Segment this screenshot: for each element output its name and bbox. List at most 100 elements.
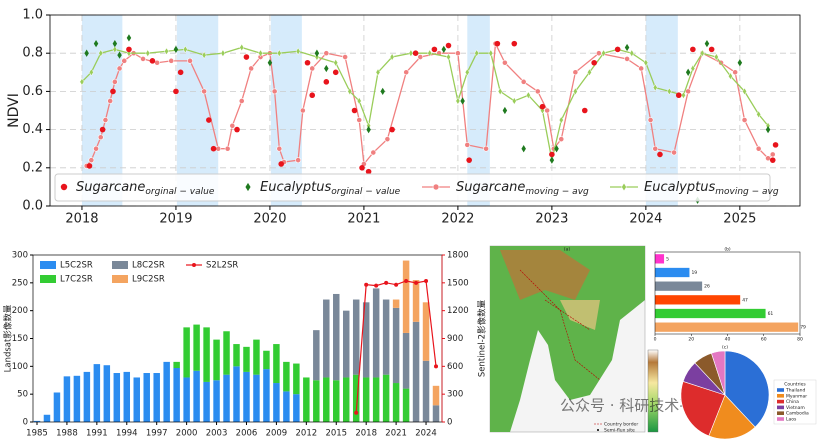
y2-axis-label: Sentinel-2影像数量: [477, 299, 488, 377]
bar-segment: [372, 377, 380, 422]
marker: [84, 49, 89, 57]
marker: [370, 149, 377, 156]
marker: [454, 50, 461, 57]
legend-label: Laos: [786, 417, 797, 423]
y-tick-label: 0.4: [22, 122, 43, 137]
legend-name: Sugarcane: [76, 180, 145, 195]
legend-label: L9C2SR: [132, 275, 165, 285]
bar-segment: [123, 371, 131, 422]
legend-marker: [192, 263, 196, 267]
bar: [655, 281, 703, 291]
marker: [248, 65, 255, 72]
marker: [647, 117, 654, 123]
marker: [652, 145, 659, 152]
legend-swatch: [777, 394, 784, 398]
bar-segment: [253, 374, 260, 422]
marker: [549, 156, 555, 164]
marker: [501, 59, 508, 66]
marker: [488, 49, 494, 58]
x-tick-label: 2015: [325, 429, 347, 439]
y2-tick-label: 300: [447, 390, 463, 400]
y2-tick-label: 900: [447, 334, 463, 344]
marker: [675, 92, 682, 99]
marker: [464, 141, 471, 148]
bar-segment: [283, 391, 290, 422]
marker: [278, 161, 285, 167]
legend-label: China: [786, 399, 799, 405]
marker: [671, 149, 677, 156]
marker: [629, 49, 635, 58]
marker: [276, 49, 282, 58]
marker: [359, 165, 365, 171]
marker: [446, 53, 451, 61]
x-tick-label: 2009: [266, 429, 288, 439]
marker: [558, 136, 565, 143]
map-panel: (a) Country border Semi-flux site: [489, 245, 659, 434]
bar-segment: [422, 302, 430, 361]
legend-label: Sugarcanemoving − avg: [456, 180, 589, 197]
marker: [685, 88, 692, 95]
marker: [704, 40, 710, 48]
bar-segment: [412, 321, 420, 422]
marker: [112, 45, 118, 54]
y-tick-label: 50: [17, 390, 28, 400]
marker: [173, 45, 179, 54]
marker: [526, 91, 531, 100]
bar-segment: [193, 370, 200, 422]
marker: [384, 280, 389, 285]
bar-segment: [213, 339, 220, 381]
x-tick-label: 2018: [65, 212, 98, 227]
marker: [554, 145, 559, 153]
y-tick-label: 250: [12, 278, 28, 288]
bar-segment: [432, 405, 440, 422]
bar-segment: [223, 374, 230, 422]
marker: [690, 64, 696, 73]
marker: [309, 92, 316, 99]
marker: [434, 364, 439, 369]
bar-segment: [243, 371, 250, 422]
map-title: (a): [564, 247, 571, 253]
marker: [79, 77, 85, 86]
marker: [699, 49, 705, 58]
bar-segment: [43, 414, 51, 422]
bar-segment: [362, 377, 370, 422]
legend-name: Sugarcane: [456, 180, 525, 195]
marker: [168, 57, 175, 64]
value-label: 5: [666, 256, 669, 262]
legend-subscript: orginal − value: [145, 187, 214, 197]
bar-segment: [293, 363, 300, 395]
bar-segment: [313, 330, 320, 381]
legend-swatch: [777, 411, 784, 415]
plot-frame: [49, 14, 801, 207]
marker: [173, 88, 179, 95]
x-tick-label: 2025: [723, 212, 756, 227]
y-tick-label: 300: [12, 251, 28, 261]
legend-label: L7C2SR: [60, 275, 93, 285]
marker: [497, 87, 503, 96]
y2-tick-label: 1200: [447, 306, 469, 316]
x-tick-label: 2018: [355, 429, 377, 439]
bar-segment: [103, 365, 111, 422]
bar-segment: [352, 299, 360, 375]
y-tick-label: 0.0: [22, 199, 43, 214]
x-tick-label: 2024: [415, 429, 437, 439]
value-label: 26: [704, 284, 710, 290]
pie-slice: [711, 350, 726, 396]
marker: [595, 50, 602, 57]
bar-segment: [183, 327, 190, 378]
marker: [384, 136, 391, 143]
legend-swatch: [777, 399, 784, 404]
marker: [494, 40, 501, 47]
y2-tick-label: 0: [447, 418, 452, 428]
marker: [210, 145, 217, 152]
bar-segment: [263, 369, 270, 422]
y-tick-label: 200: [12, 306, 28, 316]
bar-segment: [83, 371, 91, 422]
marker: [182, 45, 188, 54]
x-tick-label: 1991: [86, 429, 108, 439]
marker: [93, 40, 99, 48]
bar-segment: [143, 373, 150, 422]
country-border: [519, 269, 601, 381]
x-tick-label: 1994: [116, 429, 138, 439]
marker: [614, 46, 621, 53]
